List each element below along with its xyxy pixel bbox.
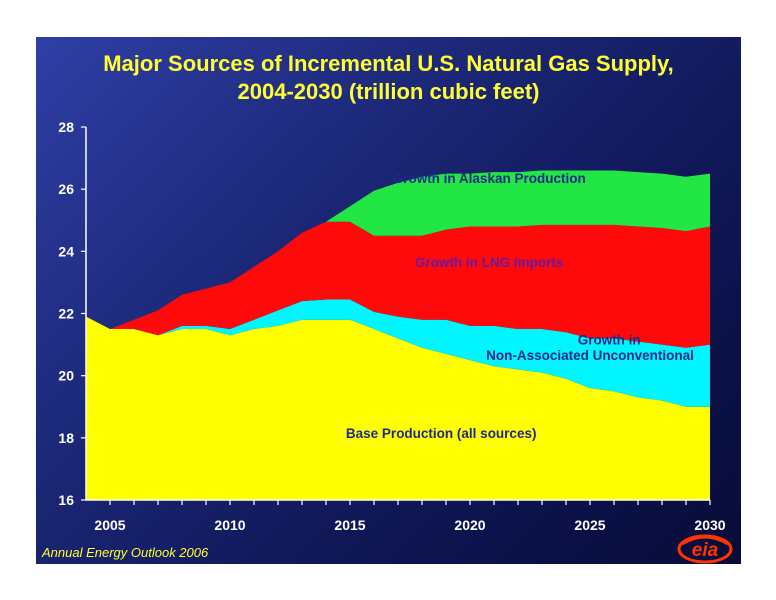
y-tick-label: 28: [58, 119, 74, 135]
x-tick-label: 2020: [454, 517, 485, 533]
area-growth-in-alaskan-production: [86, 170, 710, 329]
y-tick-label: 20: [58, 368, 74, 384]
x-tick-label: 2015: [334, 517, 365, 533]
annotation-group: Growth in Alaskan Production Growth in LN…: [346, 171, 694, 441]
chart-title: Major Sources of Incremental U.S. Natura…: [36, 50, 741, 106]
chart-title-line-1: Major Sources of Incremental U.S. Natura…: [103, 51, 674, 76]
annotation-label: Growth in: [578, 333, 641, 348]
annotation-label: Base Production (all sources): [346, 426, 537, 441]
area-series-group: [86, 170, 710, 500]
chart-title-line-2: 2004-2030 (trillion cubic feet): [237, 79, 540, 104]
x-tick-label: 2025: [574, 517, 605, 533]
x-tick-label: 2010: [214, 517, 245, 533]
area-base-production-all-sources: [86, 316, 710, 500]
annotation-label: Non-Associated Unconventional: [486, 348, 694, 363]
eia-logo-text: eia: [692, 540, 719, 561]
y-tick-label: 16: [58, 492, 74, 508]
area-growth-in-non-associated-unconventional: [86, 299, 710, 407]
x-tick-label: 2030: [694, 517, 725, 533]
y-tick-label: 24: [58, 243, 74, 259]
y-tick-label: 18: [58, 430, 74, 446]
annotation-label: Growth in LNG Imports: [415, 255, 564, 270]
eia-logo-icon: eia: [677, 534, 733, 564]
x-tick-label: 2005: [94, 517, 125, 533]
y-tick-label: 26: [58, 181, 74, 197]
source-footnote: Annual Energy Outlook 2006: [42, 545, 209, 560]
annotation-label: Growth in Alaskan Production: [393, 171, 586, 186]
axes-group: 16 18 20 22 24 26 28 2005 2010 2015 2020 2025 2030: [58, 119, 725, 533]
y-tick-label: 22: [58, 306, 74, 322]
area-growth-in-lng-imports: [86, 221, 710, 348]
